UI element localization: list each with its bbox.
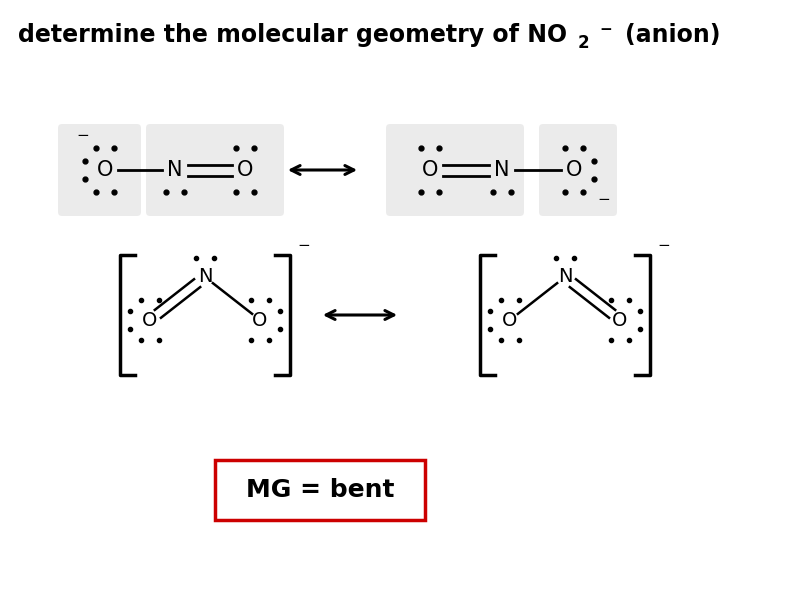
- FancyBboxPatch shape: [146, 124, 284, 216]
- Text: N: N: [167, 160, 182, 180]
- Text: −: −: [77, 128, 90, 143]
- Text: O: O: [142, 311, 158, 329]
- Text: O: O: [237, 160, 253, 180]
- Text: −: −: [599, 22, 612, 37]
- Text: O: O: [502, 311, 518, 329]
- Text: O: O: [252, 311, 268, 329]
- Bar: [215, 460, 425, 520]
- Text: (anion): (anion): [625, 23, 721, 47]
- Text: O: O: [612, 311, 628, 329]
- Text: N: N: [198, 268, 212, 286]
- Text: −: −: [598, 193, 610, 208]
- Text: O: O: [422, 160, 438, 180]
- FancyBboxPatch shape: [58, 124, 141, 216]
- Text: N: N: [558, 268, 572, 286]
- Text: −: −: [297, 238, 310, 253]
- FancyBboxPatch shape: [539, 124, 617, 216]
- Text: O: O: [97, 160, 113, 180]
- Text: MG = bent: MG = bent: [246, 478, 394, 502]
- Text: 2: 2: [578, 34, 589, 52]
- Text: O: O: [566, 160, 582, 180]
- Text: N: N: [494, 160, 510, 180]
- Text: −: −: [657, 238, 670, 253]
- FancyBboxPatch shape: [386, 124, 524, 216]
- Text: determine the molecular geometry of NO: determine the molecular geometry of NO: [18, 23, 567, 47]
